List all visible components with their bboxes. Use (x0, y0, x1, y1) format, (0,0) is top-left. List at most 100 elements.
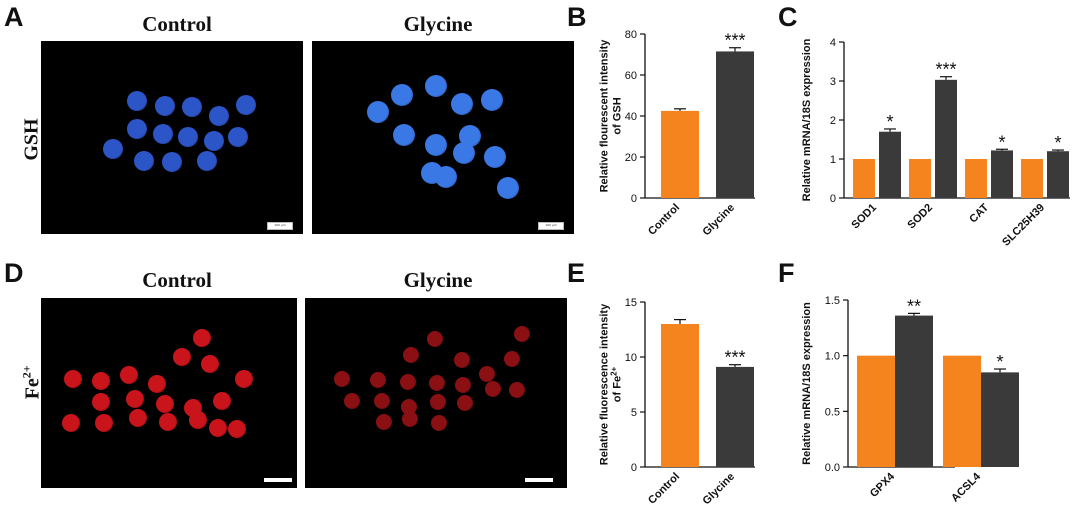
cell (193, 329, 211, 347)
gsh-glycine-micrograph: 100 μm (312, 41, 574, 234)
bar (943, 355, 981, 467)
panel-label-e: E (567, 258, 586, 288)
y-tick-label: 4 (830, 37, 836, 49)
cell (497, 177, 519, 199)
bar (1021, 159, 1043, 198)
cell (173, 348, 191, 366)
cell (454, 352, 470, 368)
cell (228, 420, 246, 438)
bar (909, 159, 931, 198)
panel-label-d: D (4, 258, 24, 288)
cell (126, 390, 144, 408)
significance-label: ** (907, 296, 921, 316)
cell (479, 366, 495, 382)
cell (127, 119, 147, 139)
bar (661, 324, 699, 467)
y-tick-label: 1.0 (825, 351, 840, 363)
cell (156, 395, 174, 413)
y-tick-label: 0 (631, 193, 637, 205)
chart-b-gsh-intensity: 0 20 40 60 80 Relative flourescent intensity o… (599, 29, 755, 238)
cell (235, 370, 253, 388)
cell (484, 146, 506, 168)
cell (159, 413, 177, 431)
cell (228, 127, 248, 147)
x-tick-label: ACSL4 (949, 470, 984, 505)
panel-label-a: A (4, 2, 24, 32)
cell (204, 131, 224, 151)
panel-label-b: B (567, 2, 587, 32)
panel-label-f: F (778, 258, 795, 288)
col-title-control-top: Control (142, 12, 212, 36)
significance-label: * (1054, 133, 1061, 153)
significance-label: * (998, 132, 1005, 152)
cell (400, 374, 416, 390)
cell (62, 414, 80, 432)
cell (201, 355, 219, 373)
y-tick-label: 0 (631, 462, 637, 474)
cell (435, 166, 457, 188)
y-tick-label: 3 (830, 76, 836, 88)
cell (129, 409, 147, 427)
cell (431, 415, 447, 431)
x-tick-label: Control (646, 202, 682, 238)
y-tick-label: 10 (625, 352, 637, 364)
bar (965, 159, 987, 198)
cell (393, 124, 415, 146)
cell (403, 347, 419, 363)
cell (197, 151, 217, 171)
cell (429, 375, 445, 391)
cell (370, 372, 386, 388)
cell (92, 372, 110, 390)
cell (213, 392, 231, 410)
panel-label-c: C (778, 2, 798, 32)
cell (427, 331, 443, 347)
cell (376, 414, 392, 430)
bar (661, 110, 699, 198)
y-tick-label: 5 (631, 407, 637, 419)
cell (425, 134, 447, 156)
cell (189, 411, 207, 429)
cell (209, 419, 227, 437)
cell (425, 75, 447, 97)
cell (457, 395, 473, 411)
x-tick-label: SOD1 (849, 202, 879, 232)
cell (402, 411, 418, 427)
cell (92, 393, 110, 411)
cell (514, 326, 530, 342)
y-tick-label: 1 (830, 154, 836, 166)
cell (451, 93, 473, 115)
y-tick-label: 20 (625, 152, 637, 164)
bar (1047, 151, 1069, 198)
y-axis-label: Relative mRNA/18S expression (801, 38, 813, 201)
cell (453, 142, 475, 164)
bar (981, 372, 1019, 467)
y-tick-label: 2 (830, 115, 836, 127)
chart-f-mrna-expression: 0.0 0.5 1.0 1.5 Relative mRNA/18S expression… (801, 295, 1019, 505)
gsh-control-micrograph: 100 μm (41, 41, 303, 234)
scale-bar: 100 μm (538, 222, 564, 230)
y-tick-label: 0.5 (825, 406, 840, 418)
bar (935, 79, 957, 198)
x-tick-label: SLC25H39 (1000, 202, 1047, 249)
bar (716, 366, 754, 467)
col-title-glycine-top: Glycine (403, 12, 473, 36)
cell (134, 151, 154, 171)
x-tick-label: Control (646, 471, 682, 507)
y-axis-label: Relative fluorescence intensity (599, 303, 611, 465)
cell (148, 375, 166, 393)
cell (430, 394, 446, 410)
x-tick-label: Glycine (701, 471, 738, 508)
significance-label: * (996, 352, 1003, 372)
bar (716, 51, 754, 198)
significance-label: *** (724, 348, 745, 368)
bar (879, 131, 901, 198)
y-tick-label: 40 (625, 111, 637, 123)
cell (391, 84, 413, 106)
cell (64, 370, 82, 388)
fe-control-micrograph (41, 298, 297, 488)
bar (857, 355, 895, 467)
y-axis-label: Relative mRNA/18S expression (801, 302, 813, 465)
cell (155, 96, 175, 116)
x-tick-label: SOD2 (905, 202, 935, 232)
